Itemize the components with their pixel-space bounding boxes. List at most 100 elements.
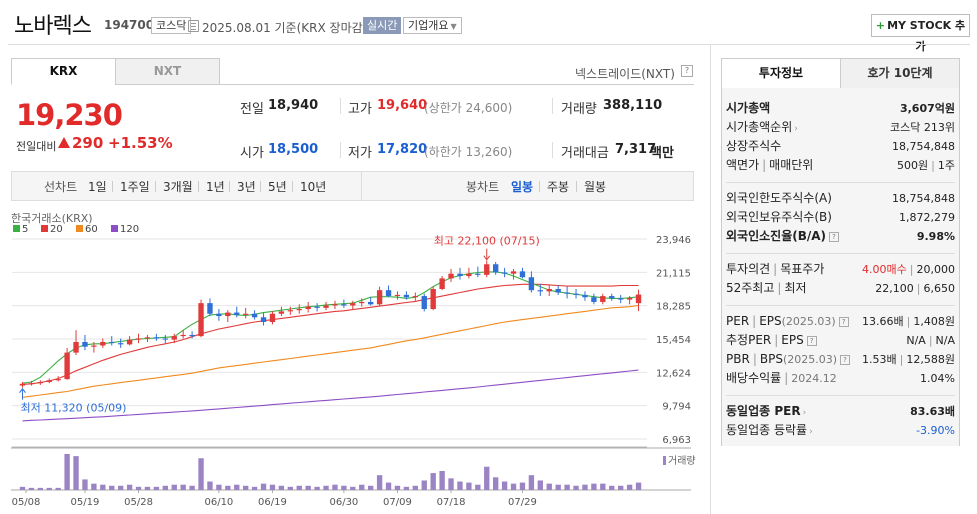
- sector-per-label[interactable]: 동일업종 PER: [726, 404, 801, 418]
- help-icon[interactable]: ?: [829, 232, 840, 242]
- cap-rank-label[interactable]: 시가총액순위: [726, 120, 793, 134]
- y-tick-label: 18,285: [656, 302, 691, 313]
- sector-rate-label[interactable]: 동일업종 등락률: [726, 423, 808, 437]
- help-icon[interactable]: ?: [840, 355, 851, 365]
- help-icon[interactable]: ?: [838, 317, 849, 327]
- est-per-value: N/A: [906, 334, 926, 347]
- price-chart[interactable]: 한국거래소(KRX) 5 20 60 120 최고 22,100 (07/15) 최저…: [8, 207, 698, 512]
- change-label: 전일대비: [16, 140, 57, 153]
- company-overview-label: 기업개요: [408, 19, 449, 32]
- volume-bar: [109, 485, 115, 490]
- candle-body: [519, 271, 526, 278]
- pbr-label: PBR: [726, 352, 750, 366]
- divider: [726, 253, 955, 254]
- divider: [112, 181, 113, 192]
- foreign-ratio-label: 외국인소진율(B/A): [726, 229, 827, 243]
- period-3m[interactable]: 3개월: [163, 180, 193, 194]
- week52-low-label: 최저: [784, 281, 807, 295]
- foreign-limit-row: 외국인한도주식수(A) 18,754,848: [726, 189, 955, 208]
- foreign-ratio-value: 9.98%: [916, 230, 955, 243]
- volume-bar: [501, 481, 508, 490]
- chart-legend: 5 20 60 120: [13, 224, 139, 235]
- realtime-button[interactable]: 실시간: [363, 17, 402, 34]
- candle-body: [305, 306, 311, 310]
- y-tick-label: 15,454: [656, 335, 691, 346]
- price-axis: 23,946 21,115 18,285 15,454 12,624 9,794 6,963: [656, 235, 691, 446]
- candle-weekly[interactable]: 주봉: [547, 180, 570, 194]
- add-my-stock-button[interactable]: + MY STOCK 추가: [871, 14, 970, 53]
- candle-body: [412, 296, 418, 298]
- candle-body: [439, 278, 445, 290]
- volume-bar: [618, 485, 624, 490]
- period-1y[interactable]: 1년: [206, 180, 225, 194]
- period-10y[interactable]: 10년: [300, 180, 327, 194]
- volume-bar: [519, 482, 526, 490]
- volume-bar: [609, 485, 615, 490]
- candle-body: [296, 309, 302, 311]
- volume-bar: [144, 486, 151, 490]
- volume-bar: [323, 485, 329, 490]
- candle-body: [600, 296, 606, 302]
- candle-body: [144, 337, 151, 339]
- volume-bar: [582, 484, 588, 490]
- volume-bar: [234, 484, 240, 490]
- help-icon[interactable]: ?: [806, 336, 817, 346]
- legend-label: 20: [50, 224, 63, 235]
- legend-label: 120: [120, 224, 139, 235]
- x-tick-label: 06/10: [204, 497, 233, 508]
- candle-body: [332, 304, 338, 306]
- volume-legend-label: 거래량: [668, 455, 696, 467]
- divider: [361, 172, 362, 200]
- volume-bar: [528, 475, 535, 490]
- tab-order-book[interactable]: 호가 10단계: [840, 58, 960, 89]
- volume-bar: [19, 486, 26, 490]
- volume-bar: [573, 485, 579, 490]
- volume-bar: [278, 485, 285, 490]
- candle-body: [546, 289, 552, 292]
- candle-body: [269, 313, 276, 322]
- volume-bar: [135, 486, 142, 490]
- amount-unit: 백만: [650, 146, 674, 161]
- volume-bar: [189, 485, 195, 490]
- volume-bar: [82, 479, 88, 490]
- candle-body: [216, 313, 222, 317]
- volume-bar: [100, 484, 106, 490]
- period-5y[interactable]: 5년: [268, 180, 287, 194]
- bps-label: BPS: [759, 352, 783, 366]
- candle-body: [225, 312, 231, 317]
- opinion-label: 투자의견: [726, 262, 771, 276]
- volume-bar: [430, 473, 436, 490]
- trade-unit-label: 매매단위: [769, 158, 814, 172]
- tab-nxt[interactable]: NXT: [115, 58, 220, 85]
- candle-body: [46, 380, 52, 383]
- x-tick-label: 05/28: [124, 497, 153, 508]
- candle-body: [528, 277, 535, 291]
- moving-average-lines: [22, 271, 639, 422]
- candle-monthly[interactable]: 월봉: [584, 180, 607, 194]
- period-1w[interactable]: 1주일: [120, 180, 150, 194]
- nxt-link[interactable]: 넥스트레이드(NXT): [575, 67, 675, 81]
- volume-bar: [350, 486, 356, 490]
- volume-bar: [546, 483, 552, 490]
- candle-daily[interactable]: 일봉: [511, 180, 534, 194]
- tab-invest-info[interactable]: 투자정보: [721, 58, 841, 89]
- candle-body: [385, 290, 392, 297]
- period-1d[interactable]: 1일: [88, 180, 107, 194]
- up-arrow-icon: [58, 137, 70, 148]
- est-eps-label: EPS: [781, 333, 804, 347]
- company-overview-dropdown[interactable]: 기업개요 ▼: [403, 17, 462, 34]
- volume-bar: [73, 456, 79, 490]
- help-icon[interactable]: ?: [681, 65, 693, 77]
- candle-body: [403, 294, 410, 298]
- volume-bar: [484, 466, 490, 490]
- market-badge: 코스닥: [151, 17, 192, 34]
- candle-body: [19, 383, 26, 386]
- target-value: 20,000: [916, 263, 956, 276]
- chevron-right-icon: ›: [794, 124, 798, 134]
- volume-bar: [600, 483, 606, 490]
- volume-bar: [448, 478, 454, 490]
- volume-bar: [457, 481, 463, 490]
- ma-line-60: [22, 304, 639, 398]
- tab-krx[interactable]: KRX: [11, 58, 116, 85]
- period-3y[interactable]: 3년: [237, 180, 256, 194]
